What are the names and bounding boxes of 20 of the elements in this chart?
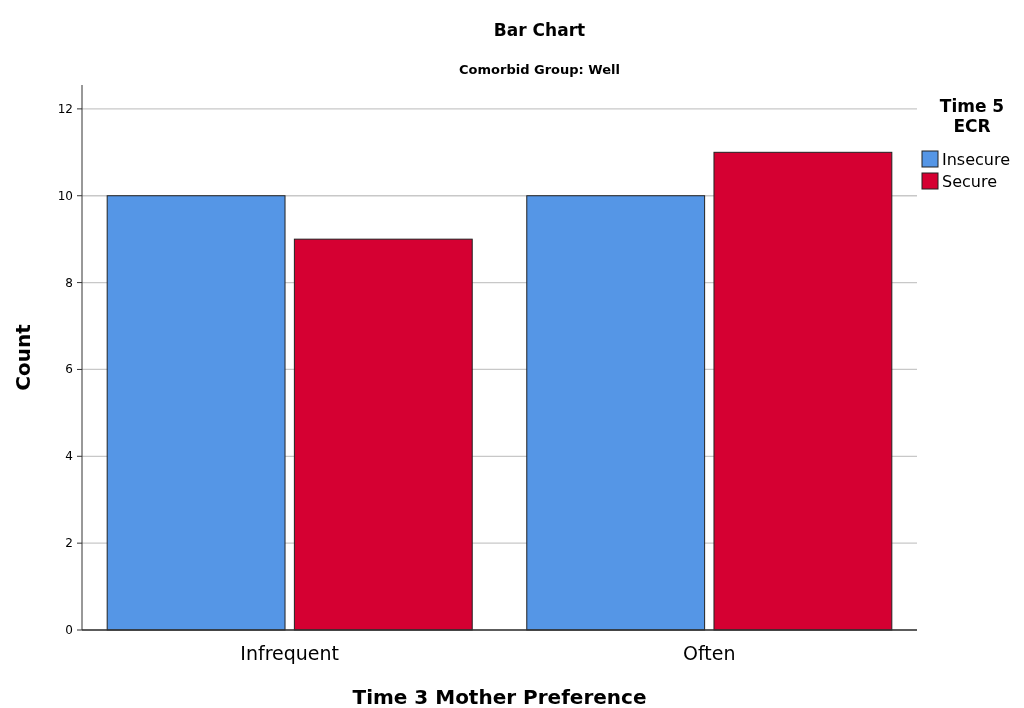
y-tick-label: 2 — [65, 536, 73, 551]
x-tick-label: Often — [683, 642, 736, 664]
x-tick-label: Infrequent — [240, 642, 340, 664]
legend-label: Secure — [942, 172, 998, 191]
legend-label: Insecure — [942, 150, 1011, 169]
y-tick-label: 6 — [65, 362, 73, 377]
legend-title: Time 5 ECR — [939, 96, 1005, 136]
bar — [106, 195, 286, 631]
y-tick-label: 10 — [57, 188, 73, 203]
x-axis-title: Time 3 Mother Preference — [352, 685, 647, 708]
y-axis-title: Count — [11, 323, 35, 391]
chart-subtitle: Comorbid Group: Well — [459, 62, 620, 77]
chart-title: Bar Chart — [493, 20, 586, 40]
y-tick-label: 0 — [65, 623, 73, 637]
y-tick-label: 8 — [65, 275, 73, 290]
y-tick-label: 4 — [65, 449, 73, 464]
bar — [526, 195, 706, 631]
bar — [293, 238, 473, 631]
y-tick-label: 12 — [57, 101, 73, 116]
bar — [713, 151, 893, 631]
